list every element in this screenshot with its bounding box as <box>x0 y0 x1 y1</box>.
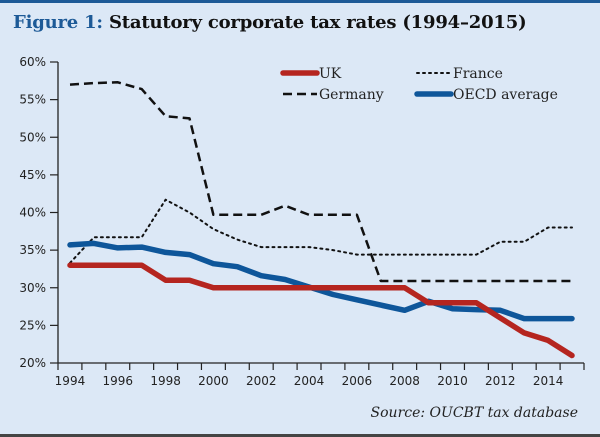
x-tick-label: 2000 <box>198 374 229 388</box>
x-tick-label: 2012 <box>485 374 516 388</box>
x-tick-label: 1996 <box>102 374 133 388</box>
legend-label-uk: UK <box>319 66 342 82</box>
x-tick-label: 2010 <box>437 374 468 388</box>
series-line-germany <box>69 81 572 283</box>
top-border <box>0 0 600 3</box>
series-line-france <box>69 198 573 264</box>
y-tick-label: 55% <box>19 93 46 107</box>
y-tick-label: 50% <box>19 130 46 144</box>
chart-title: Figure 1: Statutory corporate tax rates … <box>13 12 527 33</box>
x-tick-label: 2006 <box>342 374 373 388</box>
legend-label-germany: Germany <box>319 87 384 103</box>
title-text: Statutory corporate tax rates (1994–2015… <box>108 12 527 33</box>
figure-number: Figure 1: <box>13 12 103 33</box>
y-tick-label: 40% <box>19 206 46 220</box>
x-tick-label: 2002 <box>246 374 277 388</box>
x-tick-label: 2014 <box>533 374 564 388</box>
bottom-border <box>0 434 600 437</box>
y-tick-label: 35% <box>19 243 46 257</box>
series-line-uk <box>67 262 575 359</box>
y-tick-label: 20% <box>19 356 46 370</box>
x-tick-label: 1994 <box>55 374 86 388</box>
x-tick-label: 2004 <box>294 374 325 388</box>
y-tick-label: 25% <box>19 318 46 332</box>
y-tick-label: 45% <box>19 168 46 182</box>
x-tick-label: 2008 <box>389 374 420 388</box>
legend-label-france: France <box>453 66 503 82</box>
y-tick-label: 60% <box>19 55 46 69</box>
source-note: Source: OUCBT tax database <box>370 405 578 421</box>
y-tick-label: 30% <box>19 281 46 295</box>
x-tick-label: 1998 <box>150 374 181 388</box>
legend-label-oecd-average: OECD average <box>453 87 558 103</box>
